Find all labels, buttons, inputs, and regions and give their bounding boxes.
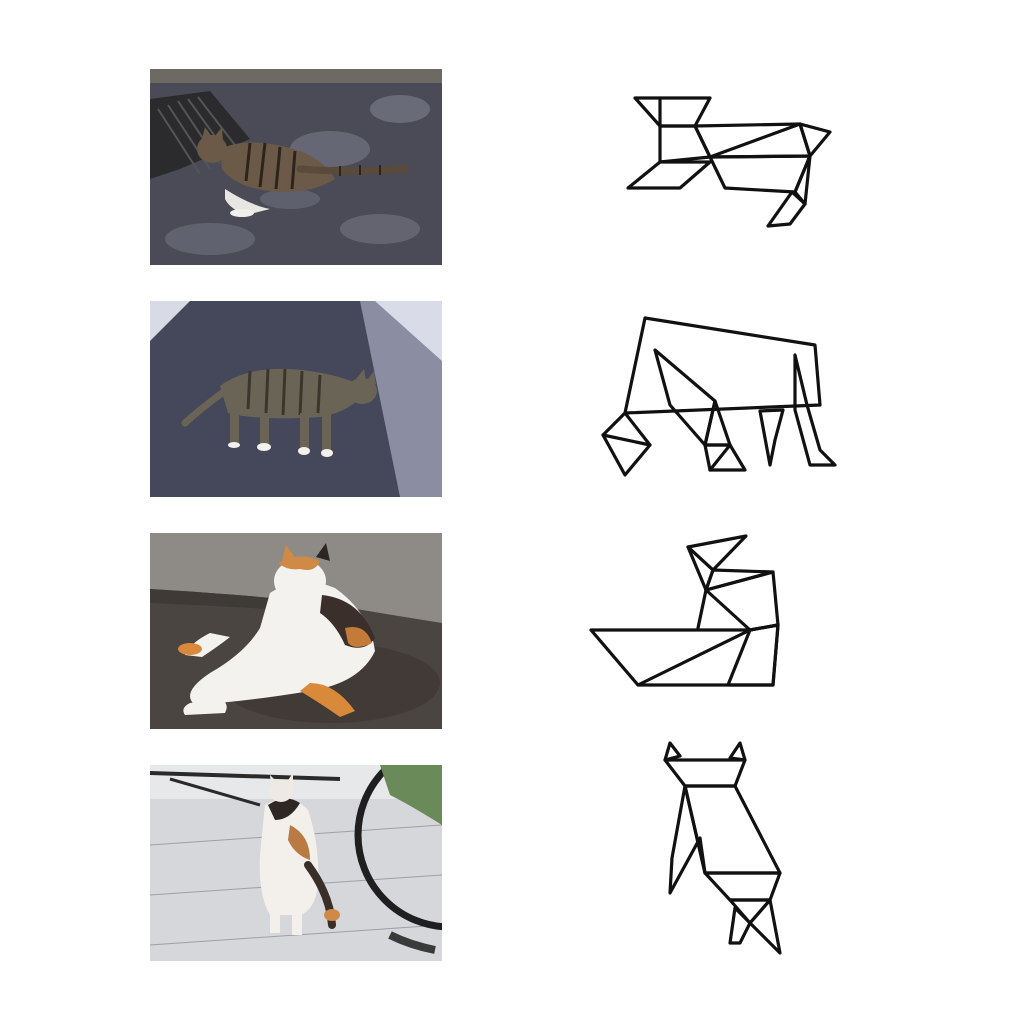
photo-calico-cat-grooming <box>150 533 442 729</box>
photo-calico-cat-standing <box>150 765 442 961</box>
tangram-cat-standing <box>660 738 790 963</box>
tangram-cat-walking <box>595 315 840 480</box>
tangram-cat-grooming <box>588 532 788 692</box>
photo-tabby-cat-walking <box>150 301 442 497</box>
tangram-cat-lying <box>620 92 845 232</box>
photo-tabby-cat-lying <box>150 69 442 265</box>
